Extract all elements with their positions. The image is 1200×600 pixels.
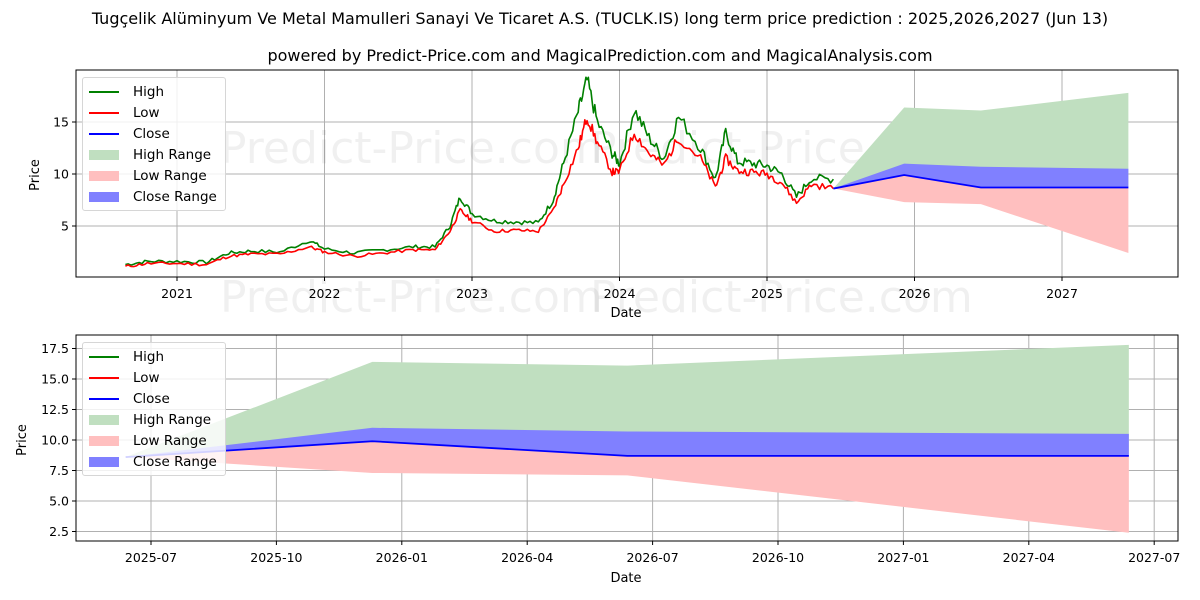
bottom-legend: High Low Close High Range Low Range Close Ran… — [82, 342, 226, 476]
bottom-x-tick-label: 2026-01 — [376, 550, 428, 565]
bottom-y-axis-label: Price — [15, 424, 30, 456]
bottom-y-tick-label: 12.5 — [41, 402, 69, 417]
legend-patch-swatch-icon — [89, 435, 119, 446]
top-y-axis-label: Price — [28, 159, 43, 191]
bottom-x-tick-label: 2027-04 — [1003, 550, 1055, 565]
chart-title: Tugçelik Alüminyum Ve Metal Mamulleri Sa… — [91, 9, 1109, 28]
top-x-tick-label: 2021 — [161, 286, 193, 301]
low-range-band — [833, 175, 1129, 254]
legend-line-swatch-icon — [89, 90, 119, 93]
legend-item-high-range: High Range — [89, 409, 217, 430]
legend-label: Low Range — [133, 432, 207, 449]
bottom-axis-ticks: 2025-07 2025-10 2026-01 2026-04 2026-07 2026-… — [41, 341, 1180, 565]
legend-item-close: Close — [89, 123, 217, 144]
bottom-forecast-bands — [125, 344, 1129, 533]
bottom-x-tick-label: 2026-10 — [752, 550, 804, 565]
legend-label: Close — [133, 125, 170, 142]
legend-item-low: Low — [89, 367, 217, 388]
legend-label: High Range — [133, 411, 212, 428]
bottom-x-tick-label: 2027-07 — [1128, 550, 1180, 565]
bottom-x-axis-label: Date — [610, 571, 641, 586]
legend-label: High Range — [133, 146, 212, 163]
legend-item-high: High — [89, 346, 217, 367]
bottom-x-tick-label: 2027-01 — [877, 550, 929, 565]
legend-label: High — [133, 83, 165, 100]
top-x-tick-label: 2022 — [309, 286, 341, 301]
bottom-plot-frame — [75, 334, 1179, 542]
top-forecast-bands — [833, 92, 1129, 254]
legend-item-close-range: Close Range — [89, 451, 217, 472]
chart-subtitle: powered by Predict-Price.com and Magical… — [267, 46, 933, 65]
legend-patch-swatch-icon — [89, 149, 119, 160]
top-x-tick-label: 2024 — [604, 286, 636, 301]
bottom-y-tick-label: 10.0 — [41, 433, 69, 448]
bottom-y-tick-label: 7.5 — [49, 463, 69, 478]
legend-patch-swatch-icon — [89, 191, 119, 202]
top-legend: High Low Close High Range Low Range Close Ran… — [82, 77, 226, 211]
legend-label: Close Range — [133, 188, 217, 205]
legend-line-swatch-icon — [89, 111, 119, 114]
legend-label: High — [133, 348, 165, 365]
top-axis-ticks: 2021 2022 2023 2024 2025 2026 2027 5 10 15 — [53, 115, 1078, 302]
watermark-text: Predict-Price.com — [220, 272, 603, 323]
legend-patch-swatch-icon — [89, 456, 119, 467]
top-price-lines — [125, 76, 1129, 268]
bottom-close-line — [125, 440, 1129, 458]
top-x-tick-label: 2025 — [751, 286, 783, 301]
high-price-line — [125, 76, 835, 266]
bottom-y-tick-label: 15.0 — [41, 372, 69, 387]
legend-item-close: Close — [89, 388, 217, 409]
legend-line-swatch-icon — [89, 376, 119, 379]
close-forecast-line — [833, 174, 1129, 190]
top-y-tick-label: 5 — [61, 219, 69, 234]
legend-item-low-range: Low Range — [89, 430, 217, 451]
close-range-band — [833, 163, 1129, 189]
watermark-text: Predict-Price.com — [220, 123, 603, 174]
legend-item-high-range: High Range — [89, 144, 217, 165]
bottom-x-tick-label: 2025-07 — [125, 550, 177, 565]
top-x-tick-label: 2027 — [1046, 286, 1078, 301]
bottom-x-tick-label: 2026-04 — [501, 550, 553, 565]
legend-label: Low — [133, 369, 160, 386]
legend-patch-swatch-icon — [89, 170, 119, 181]
bottom-y-tick-label: 5.0 — [49, 494, 69, 509]
legend-label: Low — [133, 104, 160, 121]
top-x-tick-label: 2026 — [899, 286, 931, 301]
legend-line-swatch-icon — [89, 355, 119, 358]
legend-line-swatch-icon — [89, 397, 119, 400]
bottom-y-tick-label: 17.5 — [41, 341, 69, 356]
top-x-tick-label: 2023 — [456, 286, 488, 301]
bottom-x-tick-label: 2025-10 — [250, 550, 302, 565]
legend-item-low-range: Low Range — [89, 165, 217, 186]
legend-label: Low Range — [133, 167, 207, 184]
close-range-band — [125, 427, 1129, 458]
top-y-tick-label: 15 — [53, 115, 69, 130]
bottom-y-tick-label: 2.5 — [49, 524, 69, 539]
top-y-tick-label: 10 — [53, 167, 69, 182]
low-price-line — [125, 119, 834, 268]
legend-item-low: Low — [89, 102, 217, 123]
legend-label: Close Range — [133, 453, 217, 470]
legend-item-close-range: Close Range — [89, 186, 217, 207]
top-chart: Predict-Price.comPredict-Price.comPredic… — [28, 69, 1179, 323]
bottom-x-tick-label: 2026-07 — [626, 550, 678, 565]
low-range-band — [125, 441, 1129, 533]
watermark-text: Predict-Price.com — [590, 272, 973, 323]
legend-patch-swatch-icon — [89, 414, 119, 425]
close-forecast-line — [125, 440, 1129, 458]
legend-line-swatch-icon — [89, 132, 119, 135]
top-x-axis-label: Date — [610, 306, 641, 321]
legend-item-high: High — [89, 81, 217, 102]
legend-label: Close — [133, 390, 170, 407]
